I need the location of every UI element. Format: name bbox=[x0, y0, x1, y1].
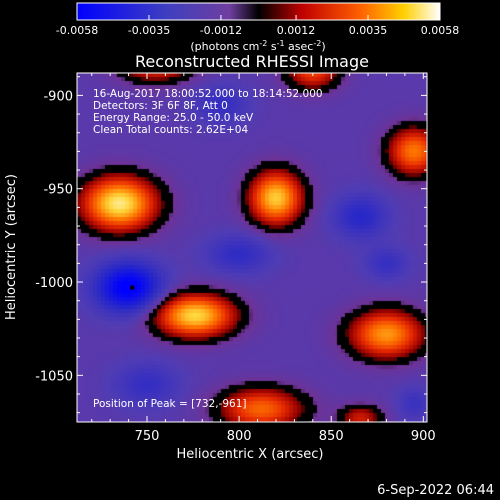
y-tick-label: -950 bbox=[43, 183, 73, 198]
x-axis: 750 800 850 900 bbox=[91, 73, 436, 444]
colorbar-strip bbox=[76, 2, 441, 21]
colorbar-tick-label: 0.0035 bbox=[349, 24, 388, 37]
colorbar-tick-label: 0.0058 bbox=[421, 24, 460, 37]
y-tick-label: -900 bbox=[43, 89, 73, 104]
info-detectors: Detectors: 3F 6F 8F, Att 0 bbox=[93, 100, 228, 112]
info-counts: Clean Total counts: 2.62E+04 bbox=[93, 124, 248, 136]
heatmap-image bbox=[77, 73, 427, 422]
x-tick-label: 900 bbox=[411, 429, 436, 444]
colorbar-tick-label: -0.0012 bbox=[200, 24, 242, 37]
image-info: 16-Aug-2017 18:00:52.000 to 18:14:52.000… bbox=[93, 88, 323, 136]
x-tick-label: 800 bbox=[227, 429, 252, 444]
colorbar-units: (photons cm-2 s-1 asec-2) bbox=[190, 39, 325, 53]
info-time-range: 16-Aug-2017 18:00:52.000 to 18:14:52.000 bbox=[93, 88, 323, 100]
chart-title: Reconstructed RHESSI Image bbox=[135, 52, 369, 71]
colorbar-tick-label: 0.0012 bbox=[277, 24, 316, 37]
colorbar-tick-label: -0.0058 bbox=[56, 24, 98, 37]
colorbar: -0.0058 -0.0035 -0.0012 0.0012 0.0035 0.0058 … bbox=[56, 2, 459, 53]
peak-position-label: Position of Peak = [732,-961] bbox=[93, 398, 247, 410]
y-axis: -900 -950 -1000 -1050 bbox=[35, 76, 427, 414]
y-axis-label: Heliocentric Y (arcsec) bbox=[4, 174, 19, 320]
y-tick-label: -1000 bbox=[35, 276, 73, 291]
colorbar-ticks: -0.0058 -0.0035 -0.0012 0.0012 0.0035 0.0058 bbox=[56, 15, 459, 37]
plot-area bbox=[77, 73, 427, 422]
info-energy-range: Energy Range: 25.0 - 50.0 keV bbox=[93, 112, 254, 124]
colorbar-tick-label: -0.0035 bbox=[128, 24, 170, 37]
y-tick-label: -1050 bbox=[35, 369, 73, 384]
x-tick-label: 750 bbox=[135, 429, 160, 444]
plot-frame bbox=[76, 72, 428, 423]
peak-marker bbox=[130, 285, 135, 290]
x-tick-label: 850 bbox=[319, 429, 344, 444]
render-date: 6-Sep-2022 06:44 bbox=[377, 483, 494, 498]
x-axis-label: Heliocentric X (arcsec) bbox=[177, 447, 324, 462]
